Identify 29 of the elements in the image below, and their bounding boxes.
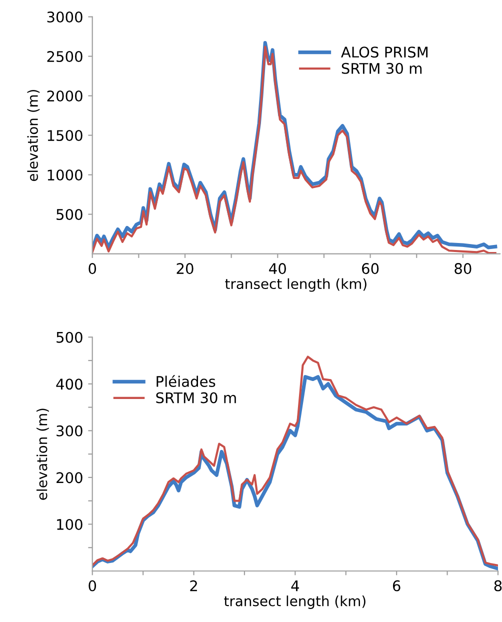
x-tick-label: 20 xyxy=(176,263,194,274)
y-axis-title: elevation (m) xyxy=(36,408,49,500)
x-tick-label: 40 xyxy=(269,263,286,274)
x-tick-label: 2 xyxy=(190,580,197,592)
x-tick-label: 80 xyxy=(454,263,472,274)
y-tick-label: 100 xyxy=(57,518,82,530)
legend-label: SRTM 30 m xyxy=(156,392,236,404)
y-tick-label: 200 xyxy=(56,472,82,484)
x-axis-title: transect length (km) xyxy=(225,278,366,292)
y-tick-label: 500 xyxy=(56,208,82,220)
x-tick-label: 60 xyxy=(362,263,379,274)
y-tick-label: 300 xyxy=(56,425,82,436)
x-tick-label: 0 xyxy=(88,263,96,274)
y-tick-label: 2000 xyxy=(47,90,82,102)
y-tick-label: 2500 xyxy=(47,51,82,62)
y-tick-label: 1500 xyxy=(48,130,82,142)
y-tick-label: 3000 xyxy=(47,12,82,23)
x-tick-label: 6 xyxy=(392,580,400,592)
x-tick-label: 4 xyxy=(291,580,299,592)
legend-label: SRTM 30 m xyxy=(342,62,422,74)
y-tick-label: 1000 xyxy=(48,170,82,181)
x-axis-title: transect length (km) xyxy=(224,596,366,609)
x-tick-label: 8 xyxy=(494,580,502,592)
y-axis-title: elevation (m) xyxy=(27,90,40,182)
legend-label: Pléiades xyxy=(156,375,216,387)
y-tick-label: 500 xyxy=(56,332,82,343)
y-tick-label: 400 xyxy=(56,378,82,390)
legend-label: ALOS PRISM xyxy=(341,46,428,58)
x-tick-label: 0 xyxy=(88,580,96,592)
